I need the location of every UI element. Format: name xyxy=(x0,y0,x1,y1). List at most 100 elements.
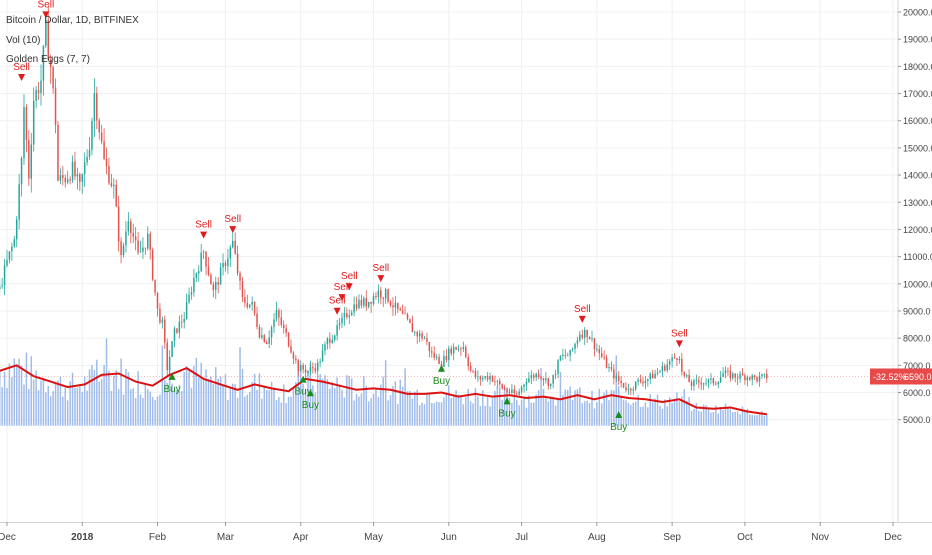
volume-bar xyxy=(225,374,227,425)
candle xyxy=(463,342,465,352)
candle-body xyxy=(368,302,370,307)
volume-bar xyxy=(679,401,681,425)
candle-body xyxy=(642,382,644,384)
candle xyxy=(227,249,229,274)
volume-bar xyxy=(693,409,695,426)
candle xyxy=(237,246,239,276)
candle xyxy=(67,171,69,185)
volume-bar xyxy=(688,397,690,426)
volume-bar xyxy=(234,384,236,426)
candle-body xyxy=(739,374,741,379)
candle xyxy=(730,365,732,382)
candle-body xyxy=(91,121,93,150)
candle-body xyxy=(123,245,125,255)
candle-body xyxy=(630,389,632,391)
candle-body xyxy=(84,162,86,174)
sell-label: Sell xyxy=(341,271,358,282)
volume-bar xyxy=(4,372,5,426)
candle xyxy=(385,288,387,304)
candle-body xyxy=(409,319,411,323)
volume-bar xyxy=(6,388,8,426)
candle xyxy=(589,336,591,339)
volume-bar xyxy=(378,397,380,426)
candle-body xyxy=(764,374,766,375)
candle-body xyxy=(565,355,567,356)
volume-bar xyxy=(266,390,268,426)
candle-body xyxy=(412,323,414,332)
candle xyxy=(392,297,394,316)
candle-body xyxy=(654,374,656,379)
candle-body xyxy=(499,381,501,384)
candle-body xyxy=(555,374,557,375)
candle-body xyxy=(601,353,603,357)
volume-bar xyxy=(128,372,129,426)
candle xyxy=(86,149,88,165)
candle-body xyxy=(730,371,732,379)
candle-body xyxy=(472,371,474,372)
volume-bar xyxy=(140,395,142,426)
volume-bar xyxy=(647,407,649,425)
volume-bar xyxy=(9,363,11,425)
sell-signal: Sell xyxy=(671,328,688,347)
candle xyxy=(31,133,33,193)
candle xyxy=(79,173,81,192)
candle-body xyxy=(467,357,469,366)
candle xyxy=(23,94,25,165)
candle xyxy=(659,370,661,373)
candle-body xyxy=(21,158,23,184)
candle xyxy=(390,300,392,307)
candle xyxy=(594,338,596,357)
volume-bar xyxy=(545,398,547,426)
volume-bar xyxy=(650,394,652,426)
volume-bar xyxy=(433,403,435,426)
candle xyxy=(531,370,533,384)
buy-label: Buy xyxy=(610,422,627,433)
candle xyxy=(230,245,232,267)
candle xyxy=(244,289,246,307)
candle xyxy=(179,315,181,338)
candle-body xyxy=(295,359,297,361)
volume-bar xyxy=(671,403,673,426)
candle-body xyxy=(591,338,593,339)
volume-bar xyxy=(720,407,722,426)
candle-body xyxy=(511,389,513,392)
candle-body xyxy=(108,166,110,183)
candle xyxy=(186,294,188,320)
x-tick-label: Dec xyxy=(884,532,902,543)
candle xyxy=(387,289,389,304)
candle xyxy=(341,313,343,328)
volume-bar xyxy=(584,401,586,426)
candle xyxy=(717,381,719,389)
volume-bar xyxy=(492,398,494,426)
candle xyxy=(293,351,295,364)
candle xyxy=(715,381,717,386)
candle-body xyxy=(94,93,96,121)
candle xyxy=(628,384,630,395)
buy-label: Buy xyxy=(302,400,319,411)
x-tick-label: Jul xyxy=(515,532,528,543)
candle xyxy=(89,137,91,160)
candle xyxy=(327,337,329,349)
volume-bar xyxy=(62,397,64,426)
volume-bar xyxy=(565,389,567,425)
candle-body xyxy=(23,107,25,158)
candle xyxy=(657,368,659,375)
volume-bar xyxy=(353,401,355,426)
candle-body xyxy=(310,367,312,371)
volume-bar xyxy=(79,387,81,426)
volume-bar xyxy=(200,363,202,426)
volume-bar xyxy=(436,401,438,425)
candle-body xyxy=(33,101,35,145)
candle xyxy=(523,384,525,393)
volume-bar xyxy=(426,394,428,426)
candle xyxy=(565,349,567,359)
candle xyxy=(205,251,207,275)
candle xyxy=(494,376,496,386)
candle-body xyxy=(375,296,377,297)
candle xyxy=(426,333,428,345)
candle-body xyxy=(385,289,387,299)
volume-bar xyxy=(443,398,445,426)
volume-bar xyxy=(657,394,659,425)
candle-body xyxy=(196,273,198,277)
volume-bar xyxy=(399,380,401,426)
